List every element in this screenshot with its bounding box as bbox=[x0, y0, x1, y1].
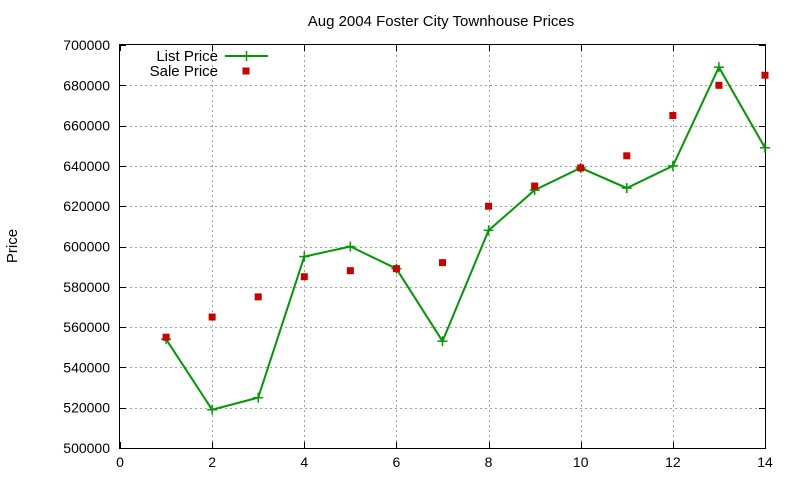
sale-price-point bbox=[162, 333, 170, 341]
series-layer bbox=[161, 62, 770, 415]
y-tick-label: 580000 bbox=[63, 279, 110, 295]
x-tick-label: 12 bbox=[665, 454, 681, 470]
sale-price-point bbox=[715, 81, 723, 89]
legend: List Price Sale Price bbox=[150, 48, 268, 80]
list-price-point bbox=[345, 241, 356, 252]
x-tick-label: 14 bbox=[757, 454, 773, 470]
sale-price-point bbox=[439, 259, 446, 267]
sale-price-point bbox=[577, 164, 585, 172]
sale-price-point bbox=[761, 71, 769, 79]
sale-price-point bbox=[669, 112, 677, 120]
x-tick-label: 0 bbox=[116, 454, 124, 470]
x-tick-label: 6 bbox=[393, 454, 401, 470]
y-tick-label: 600000 bbox=[63, 239, 110, 255]
y-tick-label: 540000 bbox=[63, 359, 110, 375]
y-tick-label: 560000 bbox=[63, 319, 110, 335]
x-tick-label: 10 bbox=[573, 454, 589, 470]
list-price-point bbox=[483, 225, 494, 236]
x-tick-label: 2 bbox=[208, 454, 216, 470]
chart-title: Aug 2004 Foster City Townhouse Prices bbox=[308, 13, 575, 30]
sale-price-point bbox=[531, 182, 539, 190]
plot-frame bbox=[119, 44, 766, 449]
y-tick-label: 700000 bbox=[63, 37, 110, 53]
ticks-layer: 0 2 4 6 8 10 12 14 500000 520000 540000 560000 58000… bbox=[63, 37, 773, 470]
grid-layer bbox=[120, 45, 765, 448]
y-axis-title: Price bbox=[4, 229, 21, 263]
list-price-point bbox=[760, 142, 770, 153]
list-price-point bbox=[667, 160, 678, 171]
y-tick-label: 640000 bbox=[63, 158, 110, 174]
list-price-point bbox=[713, 62, 724, 73]
sale-price-point bbox=[392, 265, 400, 273]
sale-price-point bbox=[485, 202, 493, 210]
y-tick-label: 520000 bbox=[63, 400, 110, 416]
y-tick-label: 660000 bbox=[63, 118, 110, 134]
list-price-point bbox=[437, 336, 448, 347]
list-price-line bbox=[165, 65, 766, 411]
legend-marker-sale-price bbox=[242, 67, 250, 75]
list-price-point bbox=[253, 392, 264, 403]
list-price-point bbox=[621, 183, 632, 194]
list-price-point bbox=[299, 251, 310, 262]
legend-label-list-price: List Price bbox=[156, 48, 218, 65]
sale-price-point bbox=[300, 273, 308, 281]
y-tick-label: 620000 bbox=[63, 198, 110, 214]
legend-label-sale-price: Sale Price bbox=[150, 63, 218, 80]
y-tick-label: 680000 bbox=[63, 77, 110, 93]
sale-price-point bbox=[254, 293, 262, 301]
sale-price-point bbox=[623, 152, 631, 160]
legend-marker-list-price bbox=[241, 51, 252, 61]
y-tick-label: 500000 bbox=[63, 440, 110, 456]
sale-price-point bbox=[208, 313, 216, 321]
x-tick-label: 8 bbox=[485, 454, 493, 470]
x-tick-label: 4 bbox=[300, 454, 308, 470]
list-price-point bbox=[207, 404, 218, 415]
sale-price-point bbox=[346, 267, 354, 275]
